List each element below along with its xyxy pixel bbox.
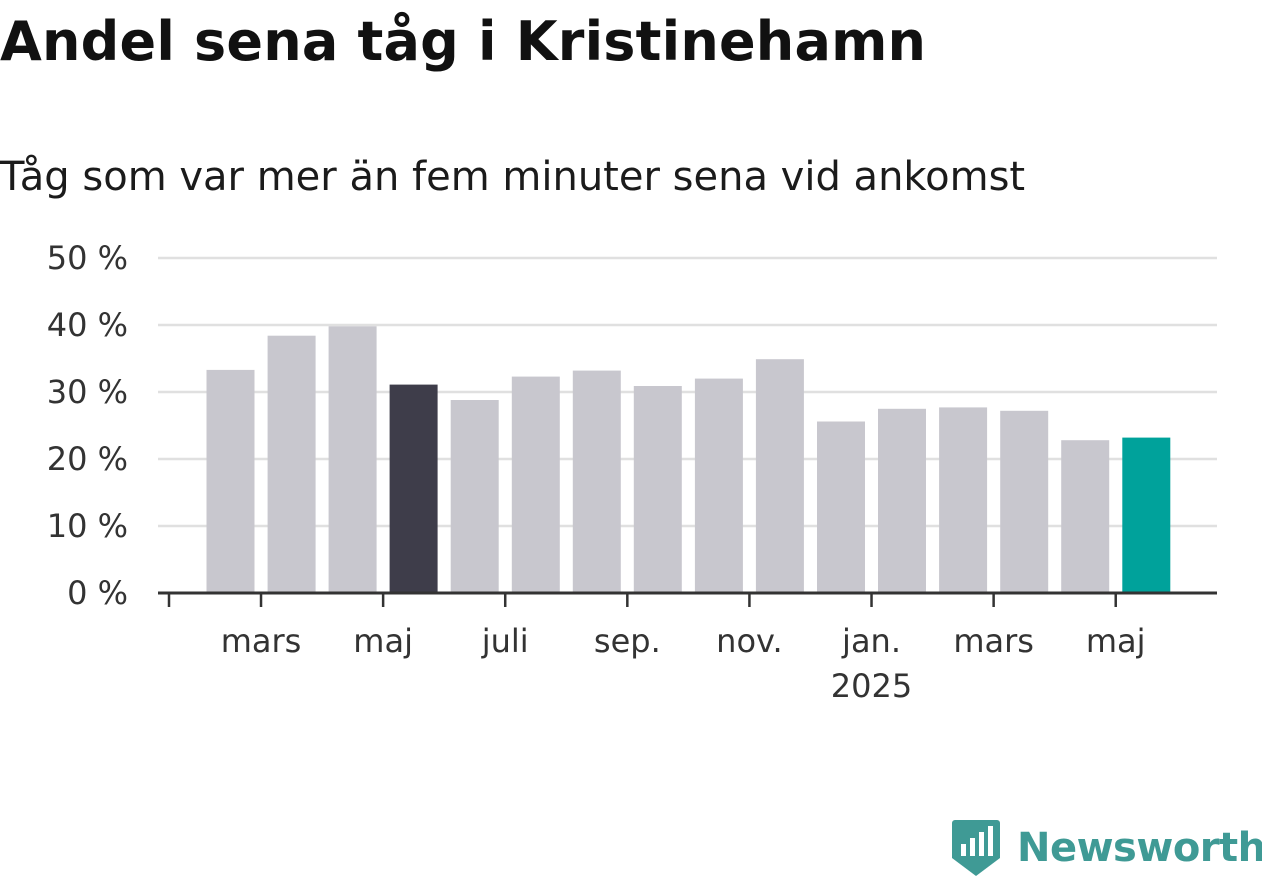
chart-subtitle: Tåg som var mer än fem minuter sena vid … bbox=[0, 154, 1026, 200]
x-tick-label: juli bbox=[481, 622, 529, 660]
x-tick-label: sep. bbox=[594, 622, 661, 660]
bar-2024-07 bbox=[511, 376, 560, 593]
bar-2024-11 bbox=[755, 359, 804, 593]
x-axis-ticks: mars maj juli sep. nov. jan. 2025 mars maj bbox=[221, 593, 1146, 705]
bar-2024-03 bbox=[267, 335, 316, 593]
x-tick-label: maj bbox=[1086, 622, 1146, 660]
y-tick-label: 10 % bbox=[47, 507, 128, 545]
x-tick-year-label: 2025 bbox=[831, 667, 912, 705]
y-tick-label: 0 % bbox=[67, 574, 128, 612]
newsworthy-logo: Newsworthy bbox=[951, 818, 1262, 878]
bar-2024-02 bbox=[206, 369, 255, 593]
x-tick-label: maj bbox=[353, 622, 413, 660]
bar-chart-badge-icon bbox=[952, 820, 1000, 876]
y-tick-label: 30 % bbox=[47, 373, 128, 411]
y-axis-ticks: 0 % 10 % 20 % 30 % 40 % 50 % bbox=[47, 239, 128, 612]
brand-name: Newsworthy bbox=[1017, 825, 1262, 871]
bar-2024-04 bbox=[328, 326, 377, 593]
gridlines bbox=[158, 256, 1217, 528]
x-tick-label: mars bbox=[953, 622, 1034, 660]
bar-2025-03 bbox=[1000, 410, 1049, 593]
x-tick-label: mars bbox=[221, 622, 302, 660]
bar-2025-02 bbox=[939, 407, 988, 593]
x-axis bbox=[158, 591, 1217, 607]
y-tick-label: 40 % bbox=[47, 306, 128, 344]
bar-2025-01 bbox=[878, 408, 926, 594]
x-tick-label: nov. bbox=[716, 622, 782, 660]
bar-2024-05 bbox=[389, 384, 438, 593]
chart-title: Andel sena tåg i Kristinehamn bbox=[0, 10, 927, 73]
bar-2024-12 bbox=[817, 421, 865, 593]
y-tick-label: 50 % bbox=[47, 239, 128, 277]
bar-2024-09 bbox=[633, 386, 682, 593]
bars bbox=[206, 326, 1171, 594]
bar-2025-05 bbox=[1122, 437, 1171, 593]
x-tick-label: jan. bbox=[841, 622, 901, 660]
y-tick-label: 20 % bbox=[47, 440, 128, 478]
bar-2024-10 bbox=[694, 378, 743, 593]
bar-2024-06 bbox=[450, 400, 499, 593]
bar-2025-04 bbox=[1061, 440, 1110, 593]
bar-2024-08 bbox=[572, 370, 621, 593]
